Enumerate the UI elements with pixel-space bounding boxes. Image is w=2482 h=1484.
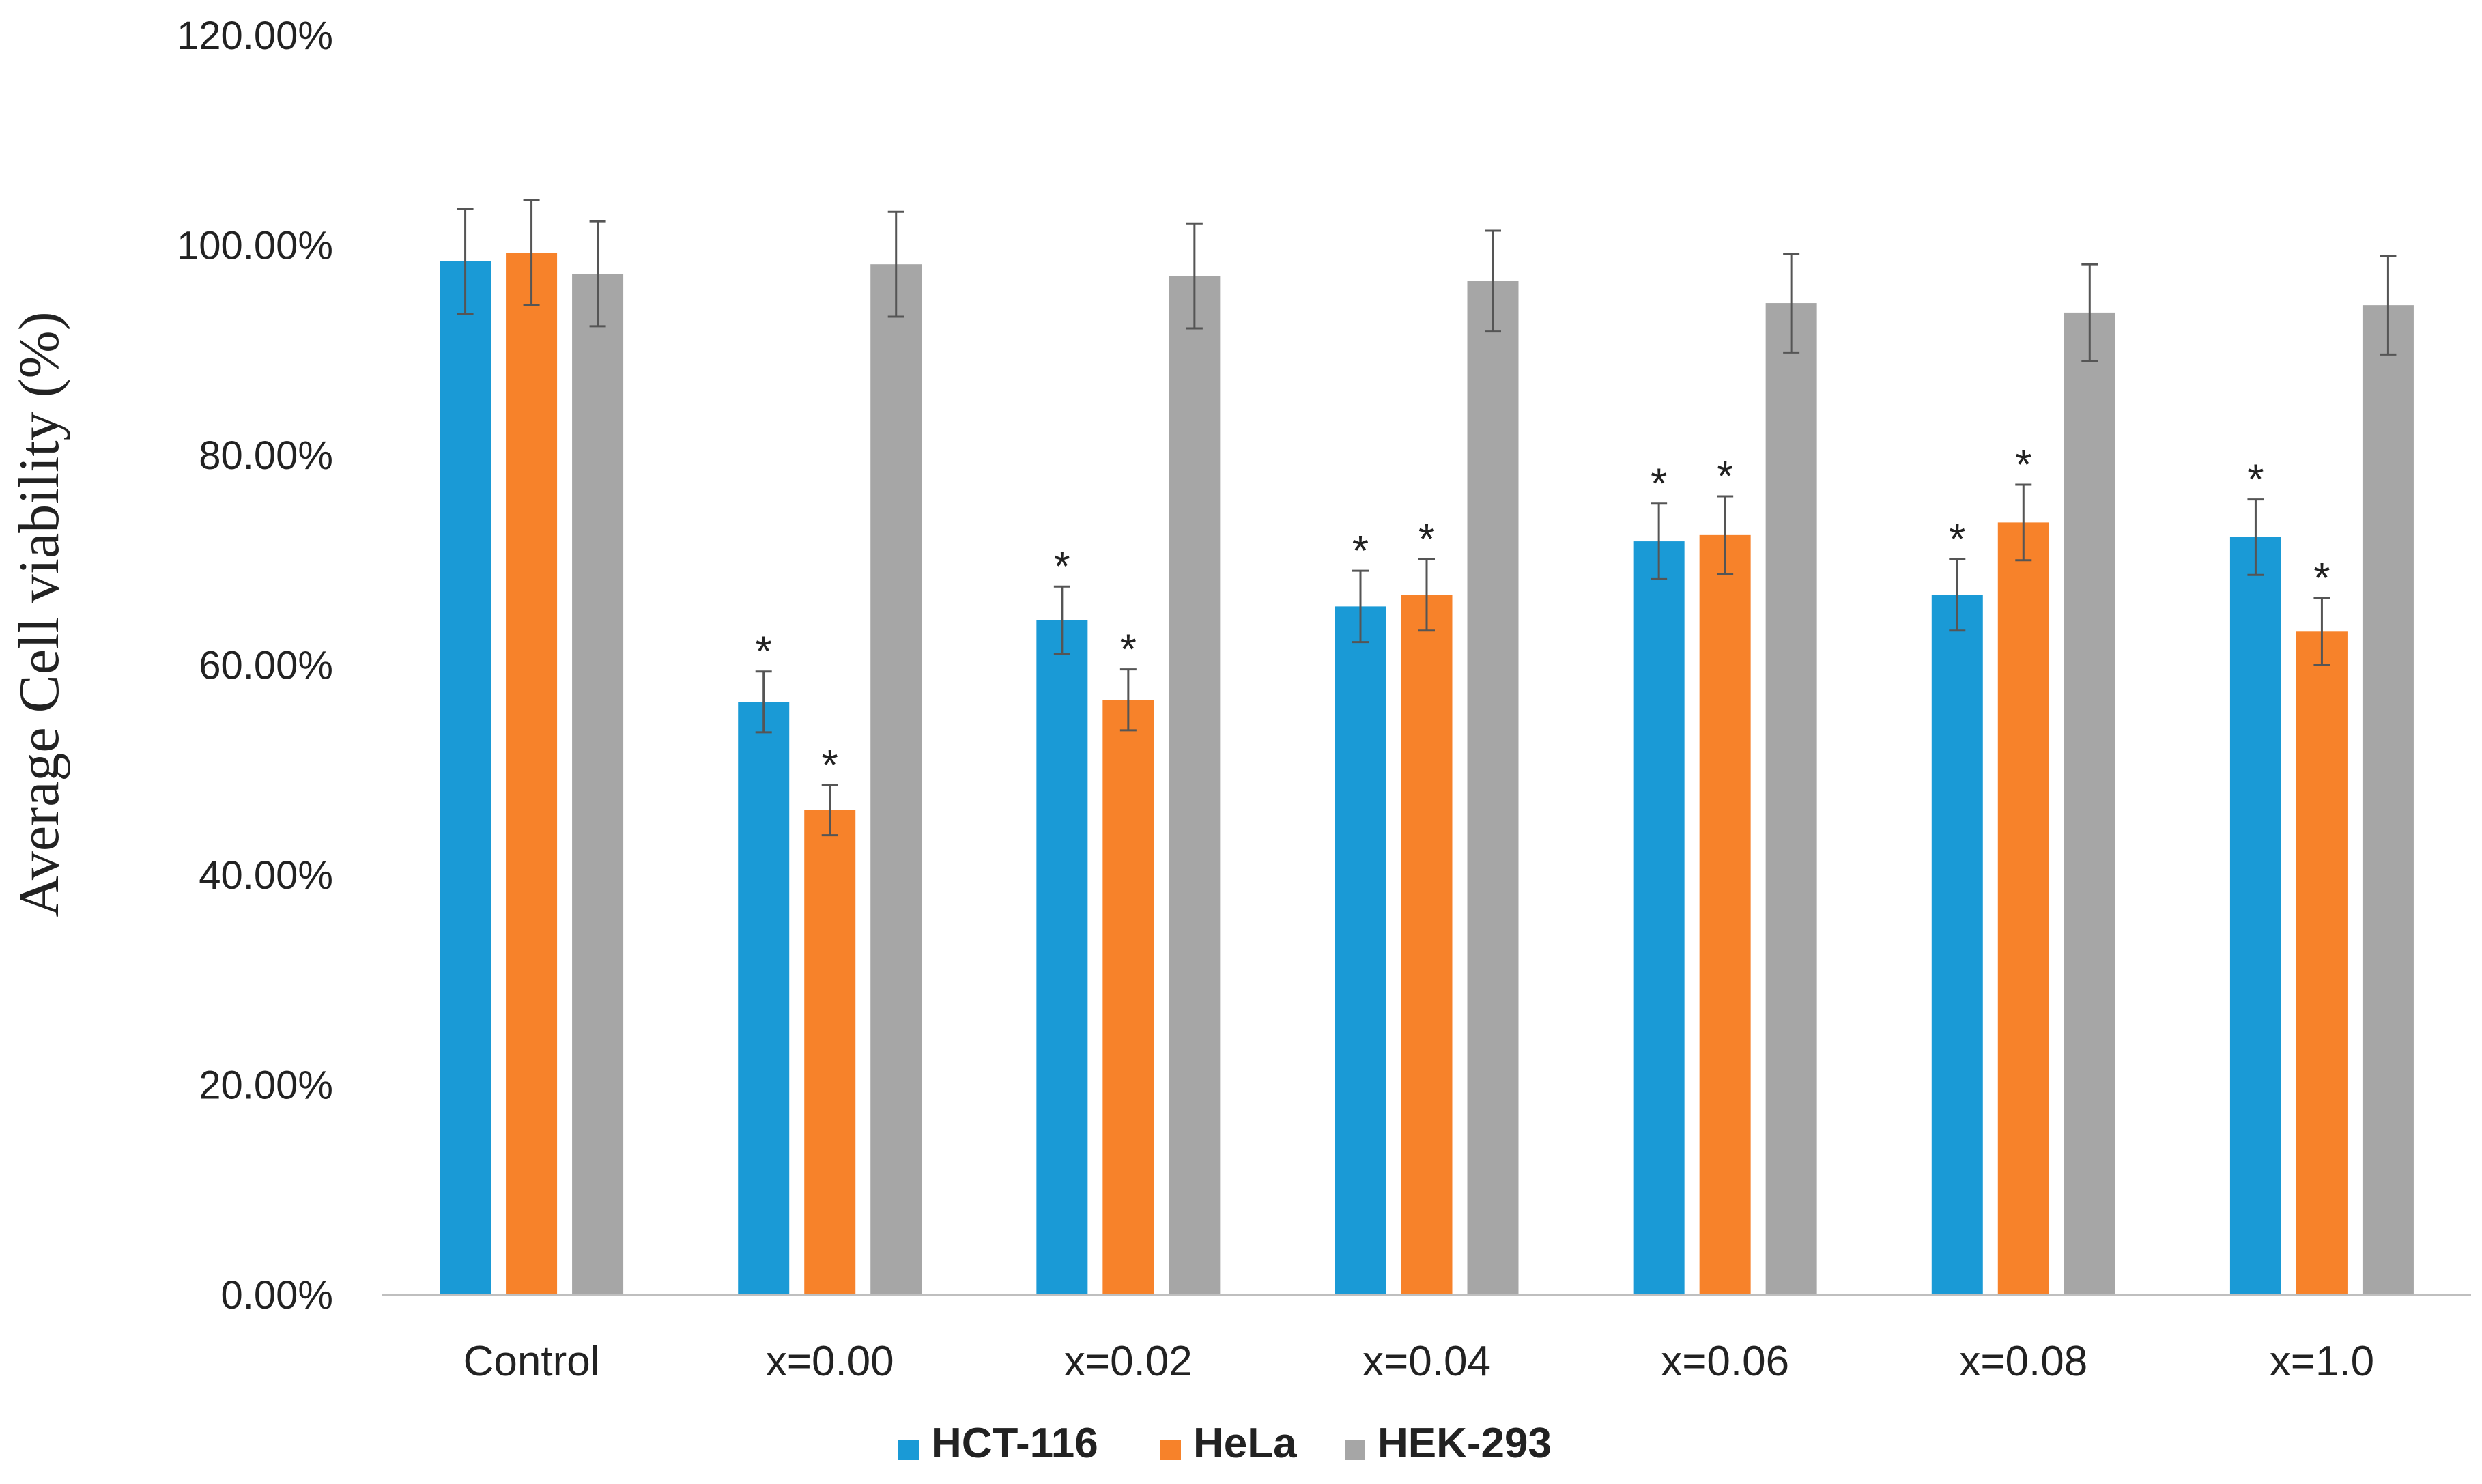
error-bar: [1949, 558, 1966, 632]
bar-hela-4: [1699, 534, 1751, 1295]
error-bar: [821, 784, 838, 837]
legend-swatch-hela: [1160, 1440, 1181, 1460]
x-tick-label: x=0.04: [1363, 1338, 1491, 1385]
significance-star: *: [756, 629, 772, 676]
error-bar: [1119, 668, 1137, 732]
error-bar: [457, 208, 474, 315]
significance-star: *: [1418, 516, 1435, 563]
error-bar: [589, 220, 606, 328]
significance-star: *: [1352, 528, 1369, 575]
bar-hct-116-0: [440, 261, 491, 1295]
y-axis: 0.00% 20.00% 40.00% 60.00% 80.00% 100.00% 120.…: [177, 14, 333, 1317]
error-bar: [2247, 498, 2264, 576]
y-tick-label: 100.00%: [177, 224, 333, 268]
significance-star: *: [1949, 516, 1965, 563]
bar-hek-293-6: [2362, 305, 2414, 1296]
error-bar: [2015, 483, 2032, 562]
bar-hek-293-3: [1467, 281, 1519, 1295]
legend-label: HCT-116: [931, 1420, 1098, 1467]
significance-star: *: [1054, 543, 1070, 590]
bar-hct-116-2: [1036, 620, 1088, 1295]
significance-star: *: [1717, 453, 1733, 500]
error-bar: [2313, 597, 2330, 666]
error-bar: [887, 210, 904, 318]
bar-hct-116-5: [1931, 595, 1983, 1295]
x-tick-label: x=0.02: [1064, 1338, 1193, 1385]
legend-label: HEK-293: [1378, 1420, 1552, 1467]
y-tick-label: 60.00%: [199, 644, 333, 688]
error-bar: [1783, 253, 1800, 354]
significance-star: *: [2015, 442, 2031, 489]
significance-star: *: [1120, 627, 1137, 674]
error-bar: [755, 670, 772, 734]
y-tick-label: 0.00%: [221, 1273, 333, 1317]
bar-hek-293-0: [572, 274, 624, 1296]
bar-hela-2: [1102, 700, 1154, 1295]
bar-hek-293-1: [870, 264, 922, 1295]
significance-star: *: [2313, 555, 2330, 602]
bar-hct-116-6: [2229, 537, 2281, 1295]
significance-markers: * * * * * * * * * * * *: [756, 442, 2330, 789]
bar-hek-293-4: [1765, 303, 1817, 1295]
error-bar: [1717, 495, 1734, 575]
bar-hela-3: [1401, 595, 1453, 1295]
error-bars: [457, 199, 2397, 837]
bars: [440, 253, 2414, 1296]
error-bar: [2081, 263, 2098, 362]
error-bar: [1352, 569, 1369, 644]
bar-hct-116-4: [1633, 541, 1685, 1296]
bar-hek-293-2: [1169, 276, 1221, 1295]
error-bar: [523, 199, 540, 306]
error-bar: [1651, 502, 1668, 580]
error-bar: [1053, 585, 1070, 655]
x-tick-label: x=0.06: [1661, 1338, 1789, 1385]
y-axis-title: Average Cell viability (%): [8, 311, 71, 917]
significance-star: *: [1651, 461, 1667, 508]
bar-hela-1: [804, 810, 856, 1295]
legend-swatch-hct-116: [898, 1440, 919, 1460]
legend-swatch-hek-293: [1345, 1440, 1365, 1460]
error-bar: [1418, 558, 1435, 632]
y-tick-label: 20.00%: [199, 1064, 333, 1108]
y-tick-label: 40.00%: [199, 853, 333, 898]
significance-star: *: [822, 742, 838, 789]
bar-hela-5: [1997, 522, 2049, 1295]
legend-label: HeLa: [1193, 1420, 1297, 1467]
error-bar: [2380, 255, 2397, 356]
legend: HCT-116 HeLa HEK-293: [898, 1420, 1552, 1467]
x-tick-label: x=1.0: [2270, 1338, 2374, 1385]
error-bar: [1186, 222, 1203, 330]
bar-hela-6: [2296, 631, 2348, 1295]
bar-hct-116-3: [1335, 606, 1386, 1295]
y-tick-label: 80.00%: [199, 433, 333, 478]
bar-hela-0: [506, 253, 558, 1296]
significance-star: *: [2247, 457, 2264, 504]
bar-hct-116-1: [738, 702, 790, 1295]
x-tick-label: x=0.00: [766, 1338, 894, 1385]
y-tick-label: 120.00%: [177, 14, 333, 58]
x-axis: Control x=0.00 x=0.02 x=0.04 x=0.06 x=0.08 x=1…: [382, 1294, 2471, 1385]
x-tick-label: Control: [463, 1338, 600, 1385]
x-tick-label: x=0.08: [1959, 1338, 2087, 1385]
error-bar: [1485, 229, 1501, 333]
bar-hek-293-5: [2064, 312, 2115, 1295]
